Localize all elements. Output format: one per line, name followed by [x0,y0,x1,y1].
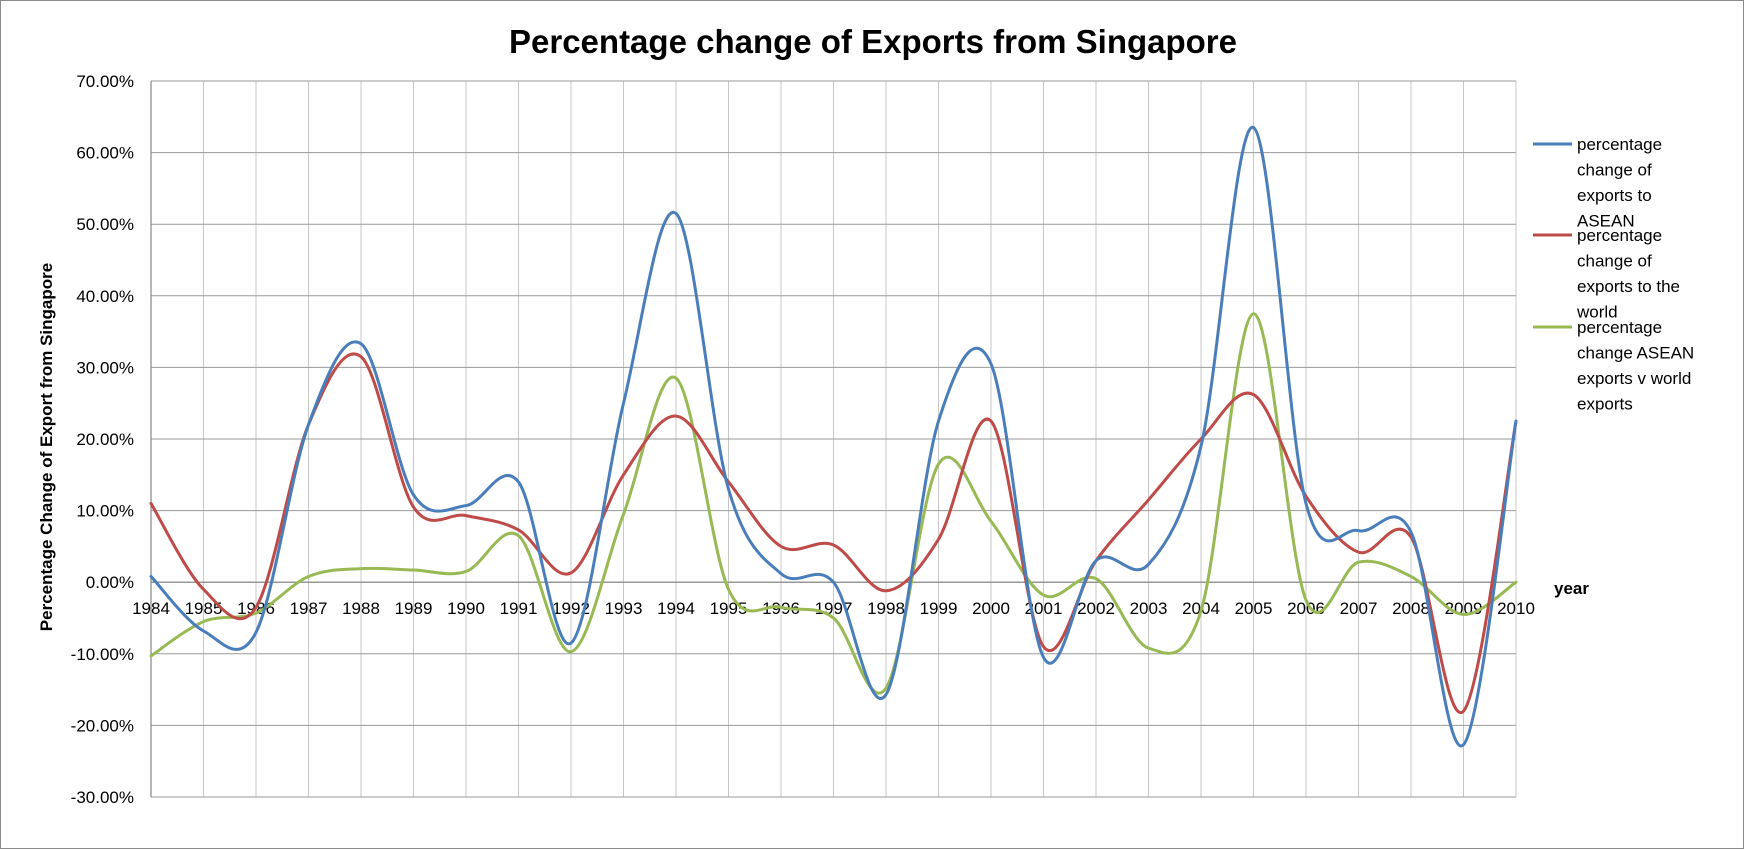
x-tick-label: 2000 [972,599,1010,618]
x-tick-label: 1998 [867,599,905,618]
y-tick-label: 20.00% [76,430,134,449]
x-tick-label: 2008 [1392,599,1430,618]
y-tick-label: 10.00% [76,502,134,521]
x-tick-label: 2003 [1130,599,1168,618]
x-tick-label: 2010 [1497,599,1535,618]
chart-title: Percentage change of Exports from Singap… [509,23,1237,60]
legend-item-1: percentage change of exports to ASEAN [1533,135,1662,231]
y-tick-label: -20.00% [71,716,134,735]
series-lines [149,126,1518,748]
x-tick-label: 1989 [395,599,433,618]
y-tick-label: 50.00% [76,215,134,234]
x-tick-label: 2001 [1025,599,1063,618]
y-axis-tick-labels: -30.00% -20.00% -10.00% 0.00% 10.00% 20.00% 30… [71,72,134,807]
x-tick-label: 1985 [185,599,223,618]
y-tick-label: 0.00% [86,573,134,592]
y-axis-title: Percentage Change of Export from Singapo… [37,263,56,631]
gridlines [150,80,1517,798]
legend-item-3: percentage change ASEAN exports v world exp… [1533,318,1694,414]
x-tick-label: 2007 [1340,599,1378,618]
y-tick-label: -10.00% [71,645,134,664]
y-tick-label: -30.00% [71,788,134,807]
legend-label: percentage change of exports to the world [1576,226,1680,322]
x-tick-label: 1987 [290,599,328,618]
x-tick-label: 1988 [342,599,380,618]
series-line-2 [149,352,1518,715]
legend-label: percentage change of exports to ASEAN [1577,135,1662,231]
series-line-1 [149,126,1518,748]
x-tick-label: 1992 [552,599,590,618]
x-tick-label: 1984 [132,599,170,618]
x-tick-label: 2005 [1235,599,1273,618]
x-tick-label: 1993 [605,599,643,618]
y-tick-label: 70.00% [76,72,134,91]
legend-item-2: percentage change of exports to the world [1533,226,1680,322]
y-tick-label: 40.00% [76,287,134,306]
x-tick-label: 1991 [500,599,538,618]
y-tick-label: 30.00% [76,358,134,377]
x-axis-title: year [1554,579,1589,598]
legend-label: percentage change ASEAN exports v world exp… [1577,318,1694,414]
legend: percentage change of exports to ASEANpercen… [1533,135,1694,414]
x-tick-label: 1999 [920,599,958,618]
x-tick-label: 1990 [447,599,485,618]
y-tick-label: 60.00% [76,144,134,163]
x-tick-label: 1994 [657,599,695,618]
x-tick-label: 2002 [1077,599,1115,618]
